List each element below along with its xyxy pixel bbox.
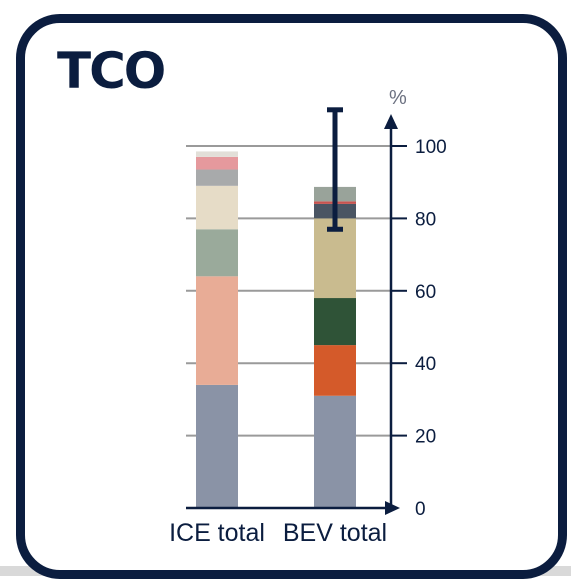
bar-segment-1-12: [196, 151, 238, 157]
tick-label-0: 0: [415, 499, 426, 520]
bar-layer: [196, 151, 356, 508]
tick-label-20: 20: [415, 427, 436, 448]
bar-segment-1-6: [196, 185, 238, 230]
bar-segment-1-11: [196, 156, 238, 170]
axis-layer: %: [186, 87, 407, 515]
error-bar-layer: [327, 107, 343, 232]
bar-segment-1-5: [196, 229, 238, 277]
y-axis-arrow: [384, 114, 398, 129]
category-label-1: ICE total: [169, 519, 265, 547]
category-label-2: BEV total: [283, 519, 387, 547]
tick-layer: 0 20 40 60 80 100: [391, 137, 447, 520]
bar-segment-1-1: [196, 384, 238, 508]
tick-label-40: 40: [415, 354, 436, 375]
bar-segment-2-1: [314, 395, 356, 508]
tick-label-100: 100: [415, 137, 447, 158]
bar-segment-2-3: [314, 345, 356, 396]
y-axis-unit: %: [389, 87, 407, 109]
tick-label-60: 60: [415, 282, 436, 303]
bar-segment-1-2: [196, 276, 238, 385]
label-layer: ICE total BEV total: [169, 519, 387, 547]
bar-segment-2-4: [314, 298, 356, 346]
x-axis-arrow: [385, 501, 400, 515]
tick-label-80: 80: [415, 209, 436, 230]
bar-segment-1-10: [196, 169, 238, 186]
chart-card: [16, 14, 567, 579]
chart-title: TCO: [57, 42, 166, 100]
